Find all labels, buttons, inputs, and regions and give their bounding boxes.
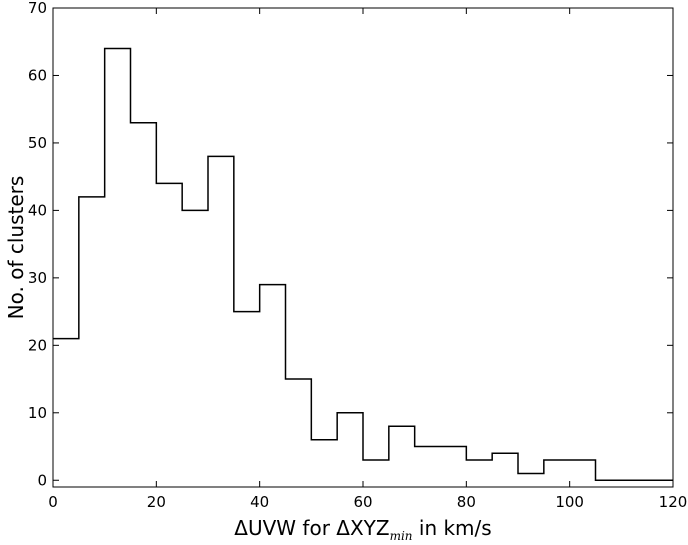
y-tick-label: 50 — [28, 134, 47, 152]
histogram-bin — [105, 48, 131, 480]
histogram-bin — [311, 440, 337, 480]
histogram-bin — [389, 426, 415, 480]
y-tick-label: 40 — [28, 201, 47, 219]
histogram-bin — [182, 210, 208, 480]
histogram-bins — [53, 48, 596, 480]
x-tick-label: 0 — [48, 493, 58, 511]
histogram-bin — [208, 156, 234, 480]
histogram-bin — [286, 379, 312, 480]
x-tick-label: 60 — [353, 493, 372, 511]
histogram-bin — [363, 460, 389, 480]
y-tick-label: 10 — [28, 404, 47, 422]
x-axis-label: ΔUVW for ΔXYZmin in km/s — [234, 516, 491, 541]
histogram-bin — [415, 447, 441, 481]
x-axis-label-prefix: ΔUVW for ΔXYZ — [234, 516, 389, 540]
y-tick-label: 0 — [37, 471, 47, 489]
x-axis-label-subscript: min — [390, 529, 413, 541]
x-tick-label: 40 — [250, 493, 269, 511]
histogram-bin — [53, 339, 79, 481]
x-tick-label: 20 — [147, 493, 166, 511]
histogram-bin — [79, 197, 105, 480]
histogram-bin — [234, 312, 260, 481]
histogram-step-outline — [53, 47, 673, 482]
x-tick-labels: 0 20 40 60 80 100 120 — [48, 493, 687, 511]
histogram-bin — [337, 413, 363, 480]
y-tick-label: 30 — [28, 269, 47, 287]
x-tick-label: 80 — [457, 493, 476, 511]
y-tick-labels: 0 10 20 30 40 50 60 70 — [28, 0, 47, 489]
y-tick-label: 60 — [28, 66, 47, 84]
histogram-bin — [492, 453, 518, 480]
histogram-bin — [570, 460, 596, 480]
x-tick-label: 100 — [555, 493, 584, 511]
y-tick-label: 70 — [28, 0, 47, 17]
axes-frame — [52, 7, 674, 488]
x-axis-label-suffix: in km/s — [413, 516, 492, 540]
histogram-bin — [544, 460, 570, 480]
histogram-bin — [466, 460, 492, 480]
y-axis-label: No. of clusters — [4, 176, 28, 320]
y-tick-label: 20 — [28, 336, 47, 354]
histogram-bin — [156, 183, 182, 480]
histogram-bin — [518, 474, 544, 481]
histogram-bin — [131, 123, 157, 481]
histogram-bin — [260, 285, 286, 481]
histogram-bin — [441, 447, 467, 481]
x-tick-label: 120 — [659, 493, 688, 511]
